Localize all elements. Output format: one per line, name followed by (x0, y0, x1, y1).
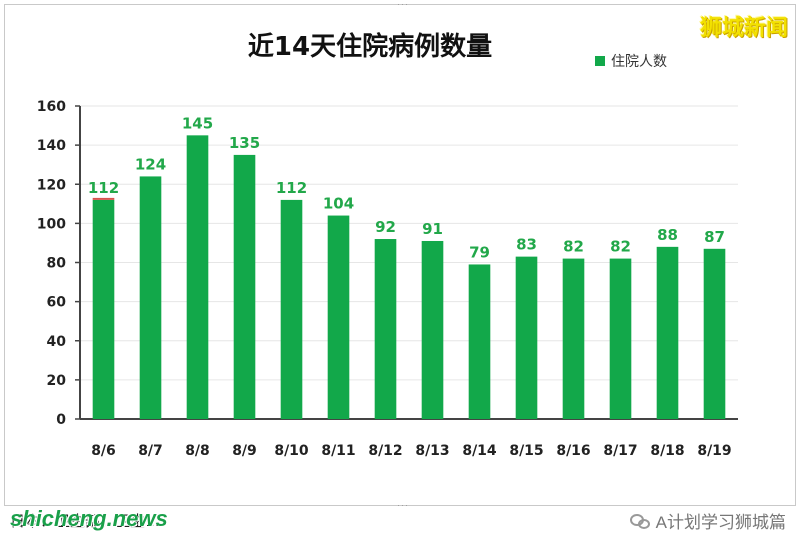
bar-8-8[interactable] (186, 135, 209, 419)
x-tick-label: 8/10 (274, 443, 309, 459)
x-tick-label: 8/16 (556, 443, 590, 459)
y-tick-label: 40 (47, 334, 67, 350)
bar-top-accent (92, 197, 115, 200)
resize-handle-top[interactable]: ··· (397, 0, 409, 9)
x-tick-label: 8/6 (91, 443, 116, 459)
gridlines (80, 105, 738, 381)
x-tick-label: 8/18 (650, 443, 684, 459)
bar-8-10[interactable] (280, 199, 303, 419)
y-tick-label: 0 (56, 412, 66, 428)
data-label: 87 (704, 228, 725, 246)
bar-8-13[interactable] (421, 240, 444, 419)
bar-chart: 0 20 40 60 80 100 120 140 160 112 124 145 135 112 104… (37, 99, 738, 459)
legend-label: 住院人数 (611, 53, 667, 69)
x-tick-labels: 8/6 8/7 8/8 8/9 8/10 8/11 8/12 8/13 8/14 8/15 8/16… (91, 443, 731, 459)
bars (92, 135, 726, 419)
bar-8-12[interactable] (374, 239, 397, 419)
y-tick-label: 20 (47, 373, 67, 389)
y-tick-labels: 0 20 40 60 80 100 120 140 160 (37, 99, 66, 428)
data-label: 83 (516, 236, 537, 254)
x-tick-label: 8/11 (321, 443, 355, 459)
y-tick-label: 140 (37, 138, 66, 154)
x-tick-label: 8/15 (509, 443, 543, 459)
y-tick-label: 60 (47, 295, 67, 311)
bar-8-16[interactable] (562, 258, 585, 419)
site-watermark[interactable]: shicheng.news (10, 506, 168, 531)
data-label: 104 (323, 195, 354, 213)
account-name: A计划学习狮城篇 (655, 513, 786, 532)
source-caption: 日本：卫生部；卫生… (10, 513, 161, 530)
wechat-icon (629, 513, 650, 529)
legend[interactable]: 住院人数 (595, 51, 667, 71)
footer: 日本：卫生部；卫生… shicheng.news A计划学习狮城篇 (0, 506, 800, 532)
bar-8-14[interactable] (468, 264, 491, 419)
data-label: 124 (135, 155, 166, 173)
bar-8-11[interactable] (327, 215, 350, 419)
bar-8-17[interactable] (609, 258, 632, 419)
bar-8-15[interactable] (515, 256, 538, 419)
data-label: 88 (657, 226, 678, 244)
x-tick-label: 8/13 (415, 443, 449, 459)
x-tick-label: 8/14 (462, 443, 497, 459)
data-label: 91 (422, 220, 443, 238)
bar-8-18[interactable] (656, 246, 679, 419)
chart-title: 近14天住院病例数量 (247, 32, 493, 62)
resize-handle-bottom[interactable]: ··· (397, 500, 409, 510)
data-labels: 112 124 145 135 112 104 92 91 79 83 82 82 88 87 (88, 114, 725, 261)
bar-8-19[interactable] (703, 248, 726, 419)
x-tick-label: 8/8 (185, 443, 210, 459)
data-label: 145 (182, 114, 213, 132)
bar-8-6[interactable] (92, 199, 115, 419)
y-tick-label: 120 (37, 177, 66, 193)
watermark-logo: 狮城新闻 (699, 16, 788, 41)
data-label: 112 (276, 179, 307, 197)
x-tick-label: 8/9 (232, 443, 257, 459)
data-label: 135 (229, 134, 260, 152)
data-label: 82 (610, 238, 631, 256)
y-tick-label: 80 (47, 256, 67, 272)
data-label: 112 (88, 179, 119, 197)
x-tick-label: 8/19 (697, 443, 731, 459)
x-tick-label: 8/17 (603, 443, 637, 459)
y-tick-label: 100 (37, 216, 66, 232)
wechat-account[interactable]: A计划学习狮城篇 (629, 508, 786, 533)
data-label: 82 (563, 238, 584, 256)
data-label: 92 (375, 218, 396, 236)
x-tick-label: 8/12 (368, 443, 402, 459)
bar-8-9[interactable] (233, 154, 256, 419)
bar-8-7[interactable] (139, 176, 162, 419)
x-tick-label: 8/7 (138, 443, 163, 459)
legend-swatch (595, 56, 605, 66)
y-tick-label: 160 (37, 99, 66, 115)
data-label: 79 (469, 243, 490, 261)
